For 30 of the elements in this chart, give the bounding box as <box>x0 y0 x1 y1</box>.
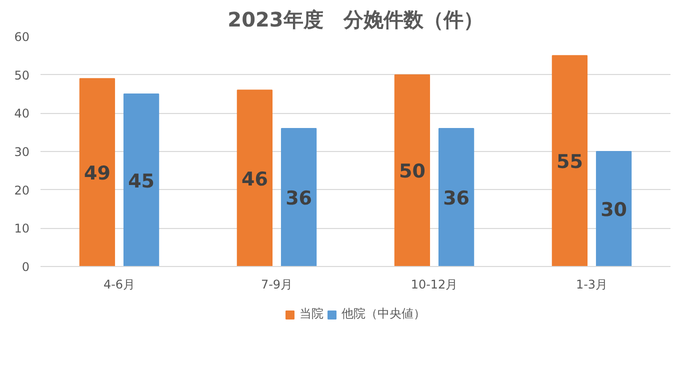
bar <box>596 151 632 266</box>
bar <box>236 90 273 266</box>
bar <box>280 128 317 266</box>
y-tick-label: 10 <box>14 222 30 236</box>
y-tick-label: 30 <box>14 145 30 159</box>
legend-label: 当院 <box>300 306 324 322</box>
bar <box>79 78 116 266</box>
data-label: 50 <box>398 160 426 183</box>
x-tick-label: 10-12月 <box>410 278 458 292</box>
data-label: 36 <box>286 188 312 210</box>
data-label: 49 <box>84 162 110 185</box>
y-tick-label: 40 <box>14 106 30 121</box>
data-label: 36 <box>443 188 470 210</box>
y-tick-label: 50 <box>14 68 30 82</box>
bar <box>123 94 160 266</box>
y-tick-label: 60 <box>14 30 30 44</box>
chart-title: 2023年度 分娩件数（件） <box>228 8 484 32</box>
data-label: 45 <box>128 170 155 192</box>
legend-label: 他院（中央値） <box>342 306 426 322</box>
data-label: 30 <box>600 199 628 221</box>
data-label: 55 <box>556 151 583 174</box>
bar <box>438 128 474 266</box>
bar <box>552 55 588 266</box>
data-label: 46 <box>241 168 268 190</box>
y-tick-label: 20 <box>14 183 30 198</box>
x-tick-label: 1-3月 <box>576 278 608 292</box>
y-tick-label: 0 <box>22 260 30 274</box>
bar <box>394 74 430 266</box>
x-tick-label: 4-6月 <box>103 278 136 292</box>
x-tick-label: 7-9月 <box>260 278 293 292</box>
